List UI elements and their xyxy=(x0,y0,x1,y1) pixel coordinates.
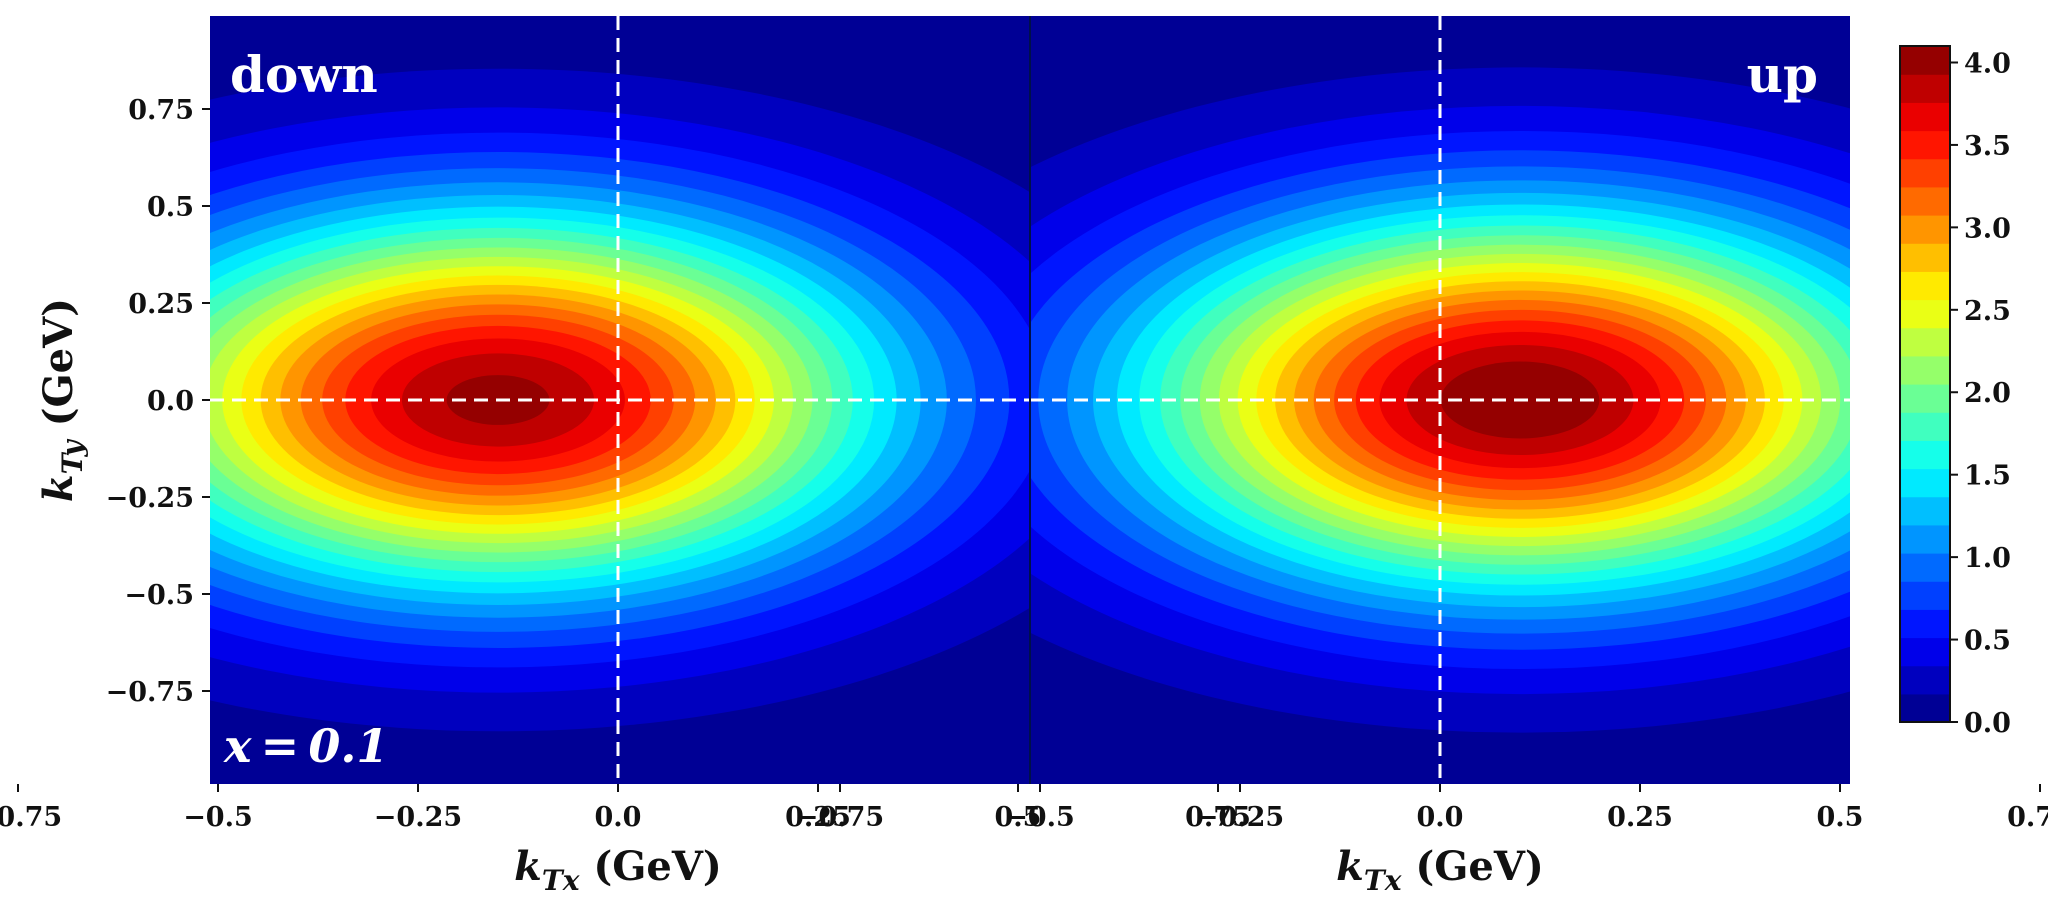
x-tick-label: 0.5 xyxy=(1817,802,1864,833)
colorbar-band xyxy=(1900,524,1950,554)
panel-down-annotation: x = 0.1 xyxy=(223,719,388,773)
x-tick-label: −0.75 xyxy=(796,802,884,833)
colorbar-tick-label: 3.5 xyxy=(1964,131,2011,162)
x-tick-label: 0.5 xyxy=(995,802,1042,833)
colorbar-band xyxy=(1900,609,1950,639)
colorbar-band xyxy=(1900,215,1950,244)
colorbar-bands xyxy=(1900,46,1950,723)
colorbar-band xyxy=(1900,243,1950,272)
panel-up-reference-lines xyxy=(1030,16,1850,784)
colorbar-band xyxy=(1900,158,1950,188)
colorbar-frame xyxy=(1899,45,1951,723)
x-tick-label: 0.75 xyxy=(2007,802,2048,833)
x-tick-label: 0.25 xyxy=(1607,802,1673,833)
x-tick-label: −0.75 xyxy=(0,802,62,833)
y-axis-label: kTy (GeV) xyxy=(35,298,89,502)
y-tick-label: 0.0 xyxy=(147,386,194,417)
colorbar-band xyxy=(1900,665,1950,695)
y-tick-label: 0.25 xyxy=(128,289,194,320)
x-axis-ticks-up: −0.75 −0.5 −0.25 0.0 0.25 0.5 0.75 xyxy=(796,784,2048,833)
panel-up-label: up xyxy=(1747,45,1818,104)
y-tick-label: 0.5 xyxy=(147,192,194,223)
x-axis-label-down: kTx (GeV) xyxy=(514,843,722,897)
colorbar-band xyxy=(1900,74,1950,103)
panel-down-reference-lines xyxy=(210,16,1030,784)
colorbar-band xyxy=(1900,299,1950,329)
colorbar-band xyxy=(1900,384,1950,413)
colorbar-band xyxy=(1900,637,1950,667)
colorbar-tick-label: 4.0 xyxy=(1964,48,2011,79)
x-tick-label: −0.5 xyxy=(1005,802,1075,833)
colorbar-band xyxy=(1900,271,1950,301)
colorbar-tick-label: 1.0 xyxy=(1964,543,2011,574)
x-tick-label: 0.0 xyxy=(595,802,642,833)
colorbar-band xyxy=(1900,186,1950,216)
y-tick-label: −0.75 xyxy=(106,677,194,708)
panel-down-label: down xyxy=(230,45,378,104)
colorbar-tick-label: 2.0 xyxy=(1964,378,2011,409)
colorbar-band xyxy=(1900,130,1950,160)
x-tick-label: 0.75 xyxy=(1185,802,1251,833)
x-axis-label-up: kTx (GeV) xyxy=(1336,843,1544,897)
colorbar-band xyxy=(1900,102,1950,132)
colorbar-ticks: 0.0 0.5 1.0 1.5 2.0 2.5 3.0 3.5 4.0 xyxy=(1950,48,2011,739)
panel-down-contours xyxy=(210,68,1030,732)
colorbar-band xyxy=(1900,693,1950,723)
panel-down: down x = 0.1 xyxy=(210,16,1030,784)
colorbar-tick-label: 0.0 xyxy=(1964,708,2011,739)
y-axis-ticks: 0.75 0.5 0.25 0.0 −0.25 −0.5 −0.75 xyxy=(106,95,210,708)
x-axis-ticks-down: −0.75 −0.5 −0.25 0.0 0.25 0.5 0.75 xyxy=(0,784,1251,833)
x-tick-label: 0.25 xyxy=(785,802,851,833)
x-tick-label: −0.25 xyxy=(1196,802,1284,833)
colorbar: 0.0 0.5 1.0 1.5 2.0 2.5 3.0 3.5 4.0 xyxy=(1899,45,2011,739)
colorbar-tick-label: 1.5 xyxy=(1964,461,2011,492)
colorbar-tick-label: 3.0 xyxy=(1964,213,2011,244)
x-tick-label: −0.25 xyxy=(374,802,462,833)
colorbar-band xyxy=(1900,581,1950,610)
colorbar-tick-label: 2.5 xyxy=(1964,296,2011,327)
panel-up: up xyxy=(1030,16,1850,784)
colorbar-band xyxy=(1900,468,1950,498)
colorbar-tick-label: 0.5 xyxy=(1964,626,2011,657)
y-tick-label: −0.25 xyxy=(106,483,194,514)
colorbar-band xyxy=(1900,412,1950,441)
x-tick-label: 0.0 xyxy=(1417,802,1464,833)
y-tick-label: −0.5 xyxy=(124,580,194,611)
x-tick-label: −0.5 xyxy=(183,802,253,833)
colorbar-band xyxy=(1900,440,1950,470)
colorbar-band xyxy=(1900,496,1950,526)
colorbar-band xyxy=(1900,553,1950,582)
colorbar-band xyxy=(1900,327,1950,357)
y-tick-label: 0.75 xyxy=(128,95,194,126)
colorbar-band xyxy=(1900,355,1950,385)
colorbar-band xyxy=(1900,46,1950,75)
